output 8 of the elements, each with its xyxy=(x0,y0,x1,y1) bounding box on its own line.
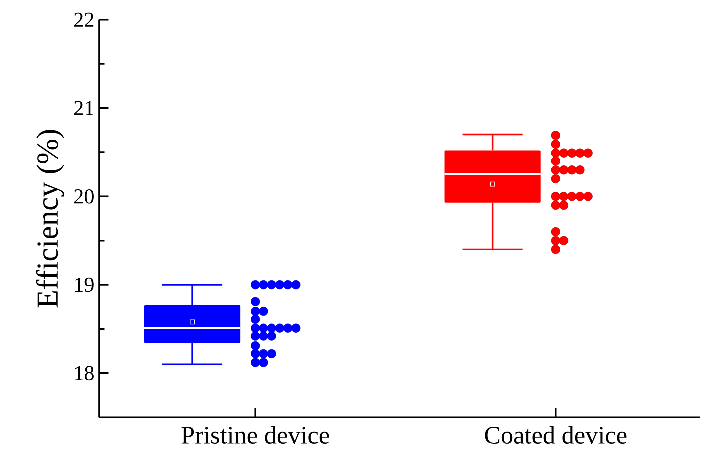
y-tick-label: 20 xyxy=(74,190,94,204)
x-tick-label: Pristine device xyxy=(182,426,330,444)
y-tick-label: 22 xyxy=(74,13,94,28)
y-tick-label: 18 xyxy=(75,366,94,381)
x-tick-label: Coated device xyxy=(485,426,627,444)
y-tick-label: 21 xyxy=(74,101,94,116)
y-tick-label: 19 xyxy=(75,278,94,292)
y-axis-title: Efficiency (%) xyxy=(36,130,64,308)
